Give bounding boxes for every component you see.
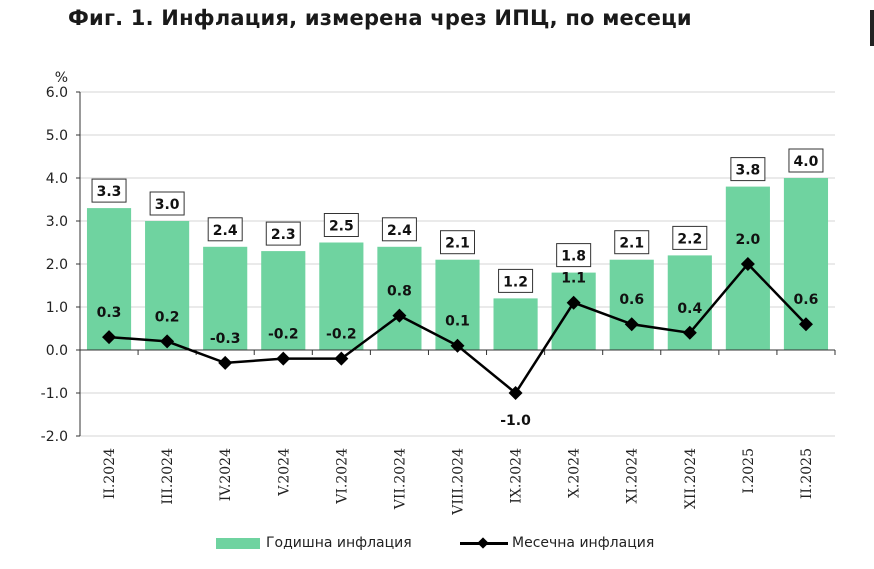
bar-value-box-I.2025: [730, 157, 766, 182]
monthly-value-label-VII.2024: 0.8: [387, 284, 412, 300]
bar-III.2024: [145, 221, 190, 350]
monthly-point-IX.2024: [508, 386, 523, 400]
monthly-value-label-V.2024: -0.2: [268, 327, 299, 343]
x-tick-label-II.2025: II.2025: [799, 448, 815, 499]
x-tick-label-III.2024: III.2024: [160, 448, 176, 505]
bar-value-box-X.2024: [556, 243, 592, 268]
monthly-value-label-II.2025: 0.6: [794, 292, 819, 308]
monthly-point-II.2024: [102, 330, 117, 345]
bar-value-label-X.2024: 1.8: [561, 249, 586, 265]
monthly-point-X.2024: [566, 295, 581, 310]
y-tick-label-3: 1.0: [46, 300, 68, 316]
bar-VIII.2024: [435, 259, 480, 350]
chart-title: Фиг. 1. Инфлация, измерена чрез ИПЦ, по …: [68, 6, 692, 30]
monthly-value-label-VI.2024: -0.2: [326, 327, 357, 343]
y-tick-label-4: 2.0: [46, 257, 68, 273]
y-tick-label-0: -2.0: [41, 429, 68, 445]
x-tick-label-X.2024: X.2024: [567, 448, 583, 498]
bar-value-label-XI.2024: 2.1: [619, 236, 644, 252]
bar-value-box-IX.2024: [498, 268, 534, 293]
bar-value-box-IV.2024: [207, 217, 243, 242]
monthly-point-IV.2024: [218, 355, 233, 370]
x-tick-label-XII.2024: XII.2024: [683, 448, 699, 509]
legend-swatch-monthly-line: [460, 536, 508, 549]
bar-value-box-III.2024: [149, 191, 185, 216]
bar-value-box-XI.2024: [614, 230, 650, 255]
monthly-point-II.2025: [798, 317, 813, 332]
bar-II.2024: [86, 208, 132, 350]
monthly-value-label-II.2024: 0.3: [97, 305, 122, 321]
y-tick-label-8: 6.0: [46, 85, 68, 101]
x-tick-label-IX.2024: IX.2024: [509, 448, 525, 504]
chart-plot: -2.0 -1.0 0.0 1.0 2.0 3.0 4.0 5.0 6.0% 3.3 3.0 2.4 2…: [41, 70, 836, 516]
bar-XI.2024: [609, 259, 654, 350]
x-tick-label-XI.2024: XI.2024: [625, 448, 641, 504]
bar-value-label-II.2024: 3.3: [97, 184, 122, 200]
bar-value-label-VI.2024: 2.5: [329, 219, 354, 235]
bar-value-label-IV.2024: 2.4: [213, 223, 238, 239]
x-tick-label-I.2025: I.2025: [741, 448, 757, 494]
x-tick-label-VI.2024: VI.2024: [334, 448, 350, 505]
x-tick-label-VII.2024: VII.2024: [392, 448, 408, 510]
bar-value-box-II.2025: [788, 148, 824, 173]
monthly-value-label-I.2025: 2.0: [735, 232, 760, 248]
y-tick-label-1: -1.0: [41, 386, 68, 402]
x-tick-label-VIII.2024: VIII.2024: [451, 448, 467, 516]
y-tick-label-2: 0.0: [46, 343, 68, 359]
monthly-point-VII.2024: [392, 308, 407, 323]
monthly-point-V.2024: [276, 351, 291, 366]
bar-value-label-V.2024: 2.3: [271, 227, 296, 243]
window-edge-divider: [870, 10, 874, 46]
monthly-value-label-VIII.2024: 0.1: [445, 314, 470, 330]
bar-value-label-IX.2024: 1.2: [503, 274, 528, 290]
bar-X.2024: [551, 272, 596, 350]
x-tick-label-V.2024: V.2024: [276, 448, 292, 497]
legend-label-monthly: Месечна инфлация: [512, 535, 655, 551]
y-tick-label-7: 5.0: [46, 128, 68, 144]
bar-value-box-XII.2024: [672, 225, 708, 250]
bar-VI.2024: [319, 242, 364, 350]
y-axis-unit-label: %: [55, 70, 68, 86]
bar-IX.2024: [493, 298, 538, 350]
monthly-point-XI.2024: [624, 317, 639, 332]
bar-VII.2024: [377, 246, 422, 350]
x-tick-label-IV.2024: IV.2024: [218, 448, 234, 501]
monthly-value-label-III.2024: 0.2: [155, 309, 180, 325]
bar-value-box-VII.2024: [381, 217, 417, 242]
bar-value-label-VII.2024: 2.4: [387, 223, 412, 239]
x-tick-label-II.2024: II.2024: [102, 448, 118, 499]
bar-value-box-II.2024: [91, 178, 127, 203]
legend-label-annual: Годишна инфлация: [266, 535, 412, 551]
bar-value-box-V.2024: [265, 221, 301, 246]
bar-value-box-VIII.2024: [440, 230, 475, 255]
y-tick-label-5: 3.0: [46, 214, 68, 230]
bar-IV.2024: [203, 246, 248, 350]
monthly-value-label-X.2024: 1.1: [561, 271, 586, 287]
legend-item-monthly: Месечна инфлация: [460, 535, 654, 551]
monthly-point-XII.2024: [682, 325, 697, 340]
legend-item-annual: Годишна инфлация: [216, 535, 412, 551]
bar-value-label-VIII.2024: 2.1: [445, 236, 470, 252]
monthly-point-VI.2024: [334, 351, 349, 366]
legend-swatch-annual-bar: [216, 537, 260, 549]
monthly-value-label-XI.2024: 0.6: [619, 292, 644, 308]
bar-value-label-I.2025: 3.8: [735, 163, 760, 179]
monthly-value-label-IV.2024: -0.3: [210, 331, 241, 347]
bar-value-label-III.2024: 3.0: [155, 197, 180, 213]
y-tick-label-6: 4.0: [46, 171, 68, 187]
monthly-value-label-XII.2024: 0.4: [677, 301, 702, 317]
bar-value-box-VI.2024: [323, 213, 359, 237]
monthly-point-III.2024: [160, 334, 175, 349]
monthly-value-label-IX.2024: -1.0: [500, 413, 531, 429]
monthly-point-I.2025: [740, 257, 755, 271]
bar-V.2024: [261, 251, 306, 350]
monthly-point-VIII.2024: [450, 338, 465, 353]
bar-value-label-II.2025: 4.0: [794, 154, 819, 170]
bar-value-label-XII.2024: 2.2: [677, 231, 702, 247]
